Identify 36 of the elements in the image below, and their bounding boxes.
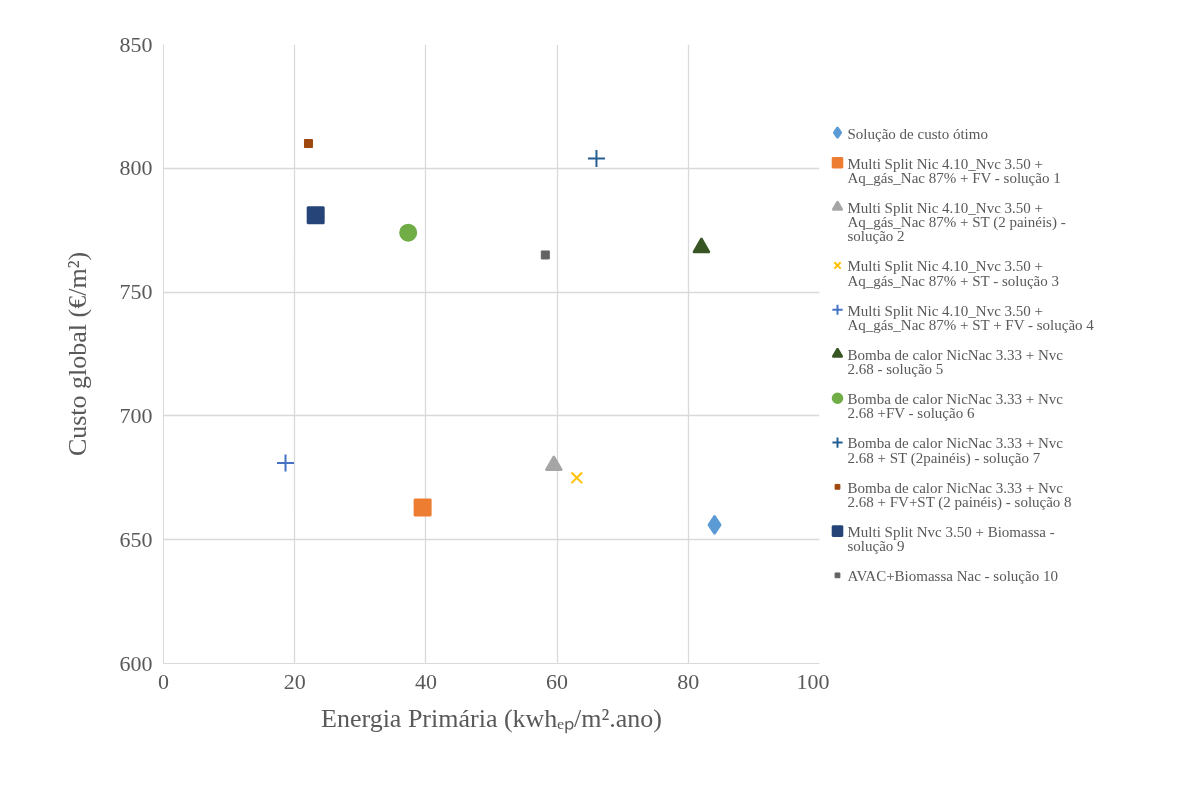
- legend-label: Multi Split Nic 4.10_Nvc 3.50 + Aq_gás_Nac 87% + ST + FV - solução 4: [847, 302, 1095, 333]
- point: [540, 250, 550, 260]
- legend-label: Bomba de calor NicNac 3.33 + Nvc 2.68 + ST (2painéis) - solução 7: [847, 435, 1064, 467]
- point: [707, 514, 722, 535]
- legend-label: Multi Split Nic 4.10_Nvc 3.50 + Aq_gás_Nac 87% + FV - solução 1: [847, 155, 1061, 186]
- y-tick-label: 750: [119, 279, 153, 305]
- x-tick-label: 60: [546, 668, 569, 694]
- point: [692, 237, 711, 254]
- x-tick-label: 20: [283, 668, 306, 694]
- legend-label: AVAC+Biomassa Nac - solução 10: [847, 568, 1058, 585]
- legend-label: Bomba de calor NicNac 3.33 + Nvc 2.68 +FV - solução 6: [847, 391, 1064, 422]
- x-tick-label: 80: [677, 668, 700, 694]
- legend-label: Multi Split Nic 4.10_Nvc 3.50 + Aq_gás_Nac 87% + ST (2 painéis) - solução 2: [847, 199, 1066, 245]
- legend-label: Bomba de calor NicNac 3.33 + Nvc 2.68 + FV+ST (2 painéis) - solução 8: [847, 479, 1072, 511]
- legend-label: Solução de custo ótimo: [847, 125, 988, 142]
- x-tick-label: 40: [414, 668, 437, 694]
- y-tick-label: 700: [119, 402, 153, 428]
- y-tick-label: 600: [119, 650, 153, 676]
- y-tick-label: 850: [119, 31, 153, 57]
- point: [570, 471, 584, 485]
- point: [303, 139, 313, 149]
- legend-label: Multi Split Nvc 3.50 + Biomassa - solução 9: [847, 523, 1055, 555]
- x-tick-label: 0: [158, 668, 169, 694]
- point: [399, 223, 418, 242]
- y-tick-label: 800: [119, 155, 153, 181]
- legend-label: Multi Split Nic 4.10_Nvc 3.50 + Aq_gás_Nac 87% + ST - solução 3: [847, 258, 1059, 289]
- point: [544, 455, 563, 472]
- x-axis-title: Energia Primária (kwhₑₚ/m².ano): [321, 703, 662, 734]
- legend-label: Bomba de calor NicNac 3.33 + Nvc 2.68 - solução 5: [847, 346, 1064, 378]
- y-tick-label: 650: [119, 526, 153, 552]
- x-tick-label: 100: [796, 668, 830, 694]
- point: [276, 453, 296, 473]
- y-axis-title: Custo global (€/m²): [62, 251, 92, 457]
- point: [306, 206, 325, 225]
- point: [413, 498, 432, 517]
- point: [586, 148, 606, 168]
